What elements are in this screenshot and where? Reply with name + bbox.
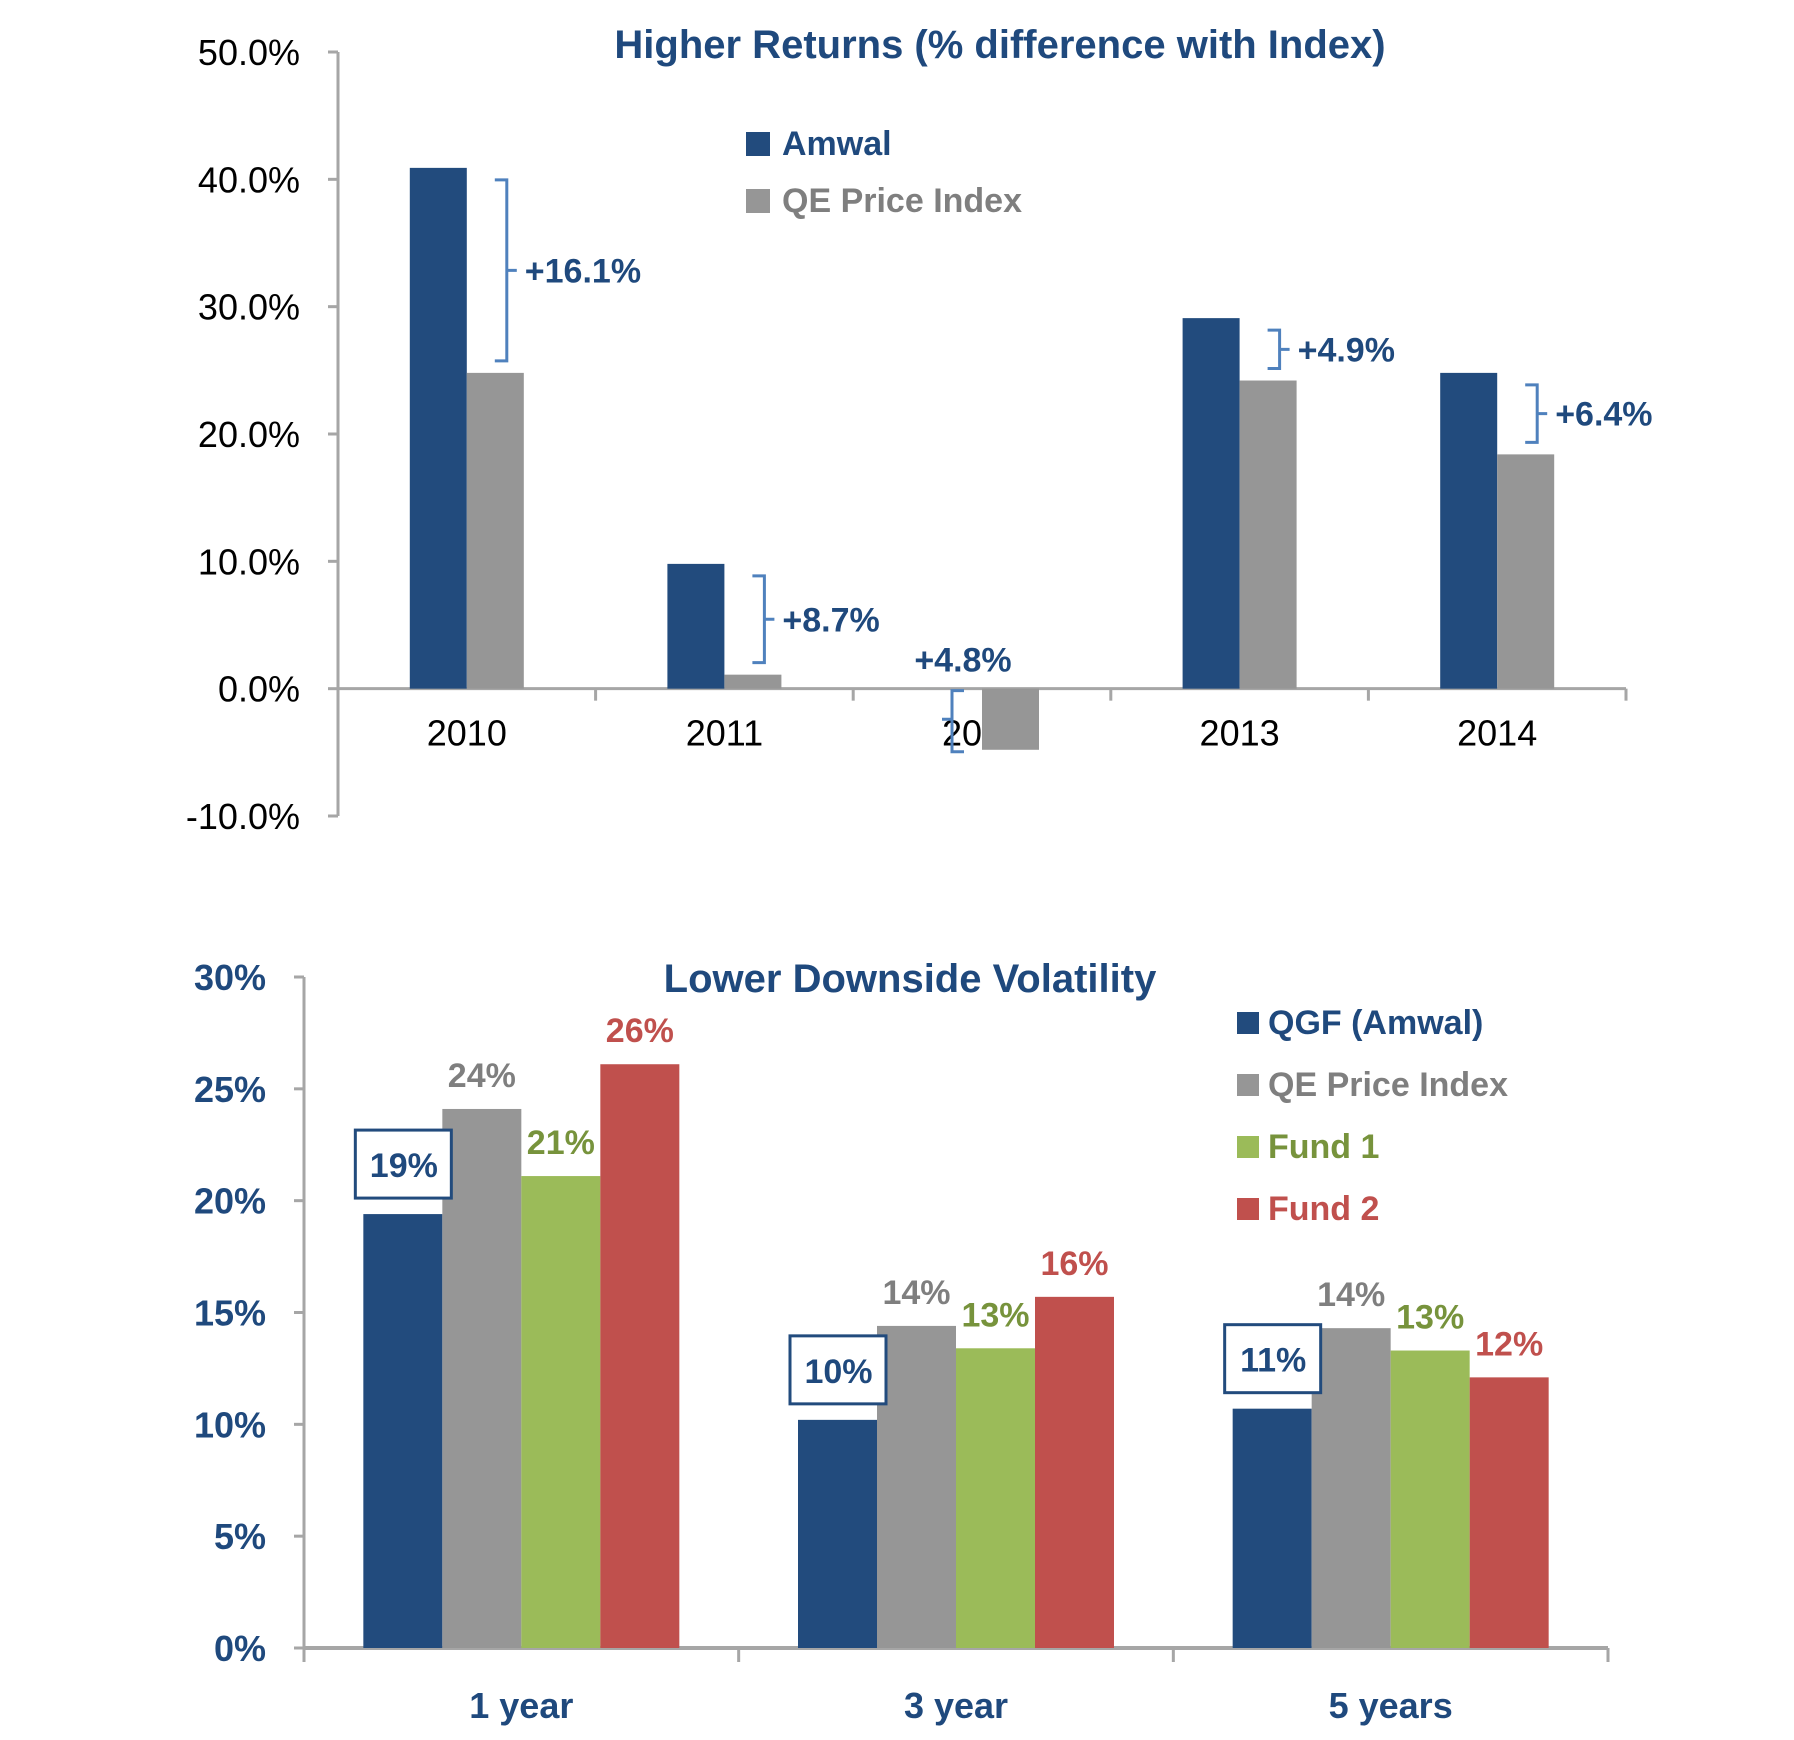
chart1-difference-bracket (942, 689, 964, 754)
chart2-x-tick-label: 5 years (1329, 1685, 1453, 1726)
lower-volatility-chart: Lower Downside Volatility 30% 25% 20% 15% 10… (194, 957, 1610, 1726)
chart1-difference-label: +4.8% (914, 642, 1011, 680)
chart2-data-label-box (1223, 1323, 1323, 1395)
chart1-bar-qe-price-index (1497, 454, 1555, 689)
chart2-bar-qe-price-index (1311, 1328, 1391, 1648)
chart2-data-label: 19% (370, 1147, 438, 1185)
chart1-annotations: +16.1% +8.7% +4.8% +4.9% +6.4% (494, 178, 1653, 754)
chart1-y-tick-label: 10.0% (198, 541, 300, 582)
chart2-bar-qe-price-index (877, 1325, 956, 1648)
chart2-data-label: 16% (1040, 1245, 1108, 1283)
chart2-y-tick-label: 20% (194, 1181, 266, 1222)
chart1-x-tick-label: 2014 (1457, 713, 1537, 754)
chart1-axes: 50.0% 40.0% 30.0% 20.0% 10.0% 0.0% -10.0% 2010 2… (186, 32, 1628, 837)
chart2-data-label: 26% (606, 1012, 674, 1050)
chart1-bar-qe-price-index (724, 674, 782, 689)
chart1-x-tick-label: 2011 (686, 713, 763, 754)
chart2-y-tick-label: 30% (194, 957, 266, 998)
legend-label-fund-2: Fund 2 (1268, 1190, 1379, 1228)
chart2-data-label: 21% (527, 1124, 595, 1162)
chart2-bar-fund-2 (600, 1064, 680, 1648)
legend-swatch-fund-1 (1237, 1136, 1259, 1158)
chart2-bar-qgf-amwal (1232, 1408, 1312, 1648)
chart1-difference-label: +16.1% (525, 252, 641, 290)
chart2-x-tick-label: 1 year (469, 1685, 573, 1726)
chart1-difference-bracket (494, 178, 517, 363)
chart2-data-label-box (353, 1128, 453, 1200)
chart1-difference-label: +6.4% (1555, 396, 1652, 434)
chart2-bar-fund-1 (956, 1348, 1035, 1648)
chart2-bar-qe-price-index (442, 1108, 522, 1648)
chart2-data-label: 14% (1317, 1276, 1385, 1314)
chart1-difference-bracket (1525, 383, 1548, 444)
chart1-difference-bracket (1267, 328, 1290, 371)
chart2-y-tick-label: 5% (214, 1516, 266, 1557)
chart2-legend: QGF (Amwal) QE Price Index Fund 1 Fund 2 (1237, 1004, 1508, 1228)
legend-swatch-amwal (746, 132, 770, 156)
chart1-difference-label: +4.9% (1298, 331, 1395, 369)
chart1-y-tick-label: -10.0% (186, 796, 300, 837)
chart2-data-label: 11% (1240, 1342, 1306, 1380)
chart2-y-tick-label: 10% (194, 1404, 266, 1445)
chart1-bar-qe-price-index (982, 688, 1039, 750)
chart2-bar-fund-2 (1469, 1377, 1549, 1648)
chart2-data-label: 24% (448, 1057, 516, 1095)
chart2-bar-qgf-amwal (363, 1214, 443, 1648)
chart2-bar-fund-1 (521, 1176, 601, 1648)
chart1-bars (409, 167, 1555, 750)
legend-swatch-qgf-amwal (1237, 1012, 1259, 1034)
chart2-x-tick-label: 3 year (904, 1685, 1008, 1726)
chart2-data-label: 14% (882, 1274, 950, 1312)
chart2-y-tick-label: 25% (194, 1069, 266, 1110)
chart1-bar-amwal (409, 167, 467, 689)
chart1-bar-amwal (667, 563, 725, 689)
chart2-data-label: 12% (1475, 1325, 1543, 1363)
chart1-legend: Amwal QE Price Index (746, 125, 1022, 220)
chart2-bars (363, 1064, 1549, 1648)
chart1-difference-bracket (752, 574, 775, 665)
chart1-y-tick-label: 0.0% (218, 669, 300, 710)
legend-label-qgf-amwal: QGF (Amwal) (1268, 1004, 1483, 1042)
chart2-title: Lower Downside Volatility (664, 957, 1157, 1001)
chart1-x-tick-label: 2010 (427, 713, 507, 754)
chart1-x-tick-label: 2013 (1200, 713, 1280, 754)
chart1-title: Higher Returns (% difference with Index) (614, 23, 1385, 67)
chart2-data-label: 10% (804, 1353, 872, 1391)
chart2-data-labels: 19% 24% 21% 26% 10% 14% 13% 16% 11% 14% 13% 12% (353, 1012, 1543, 1406)
chart2-bar-qgf-amwal (798, 1419, 877, 1648)
chart2-data-label-box (788, 1334, 888, 1406)
legend-swatch-qe-price-index (1237, 1074, 1259, 1096)
chart1-y-tick-label: 20.0% (198, 414, 300, 455)
chart2-data-label: 13% (961, 1296, 1029, 1334)
legend-label-qe-price-index: QE Price Index (782, 182, 1022, 220)
legend-label-fund-1: Fund 1 (1268, 1128, 1379, 1166)
chart2-bar-fund-2 (1035, 1296, 1114, 1648)
chart1-bar-qe-price-index (466, 372, 524, 689)
chart2-y-tick-label: 0% (214, 1628, 266, 1669)
legend-label-amwal: Amwal (782, 125, 892, 163)
higher-returns-chart: Higher Returns (% difference with Index)… (186, 23, 1653, 837)
chart1-y-tick-label: 50.0% (198, 32, 300, 73)
legend-swatch-qe-price-index (746, 189, 770, 213)
chart2-data-label: 13% (1396, 1299, 1464, 1337)
chart1-bar-amwal (1440, 372, 1498, 689)
chart1-difference-label: +8.7% (782, 601, 879, 639)
chart2-bar-fund-1 (1390, 1350, 1470, 1648)
chart1-bar-qe-price-index (1239, 380, 1297, 689)
legend-label-qe-price-index: QE Price Index (1268, 1066, 1508, 1104)
chart1-y-tick-label: 40.0% (198, 159, 300, 200)
chart1-bar-amwal (1182, 318, 1240, 689)
chart1-y-tick-label: 30.0% (198, 287, 300, 328)
legend-swatch-fund-2 (1237, 1198, 1259, 1220)
chart2-y-tick-label: 15% (194, 1293, 266, 1334)
